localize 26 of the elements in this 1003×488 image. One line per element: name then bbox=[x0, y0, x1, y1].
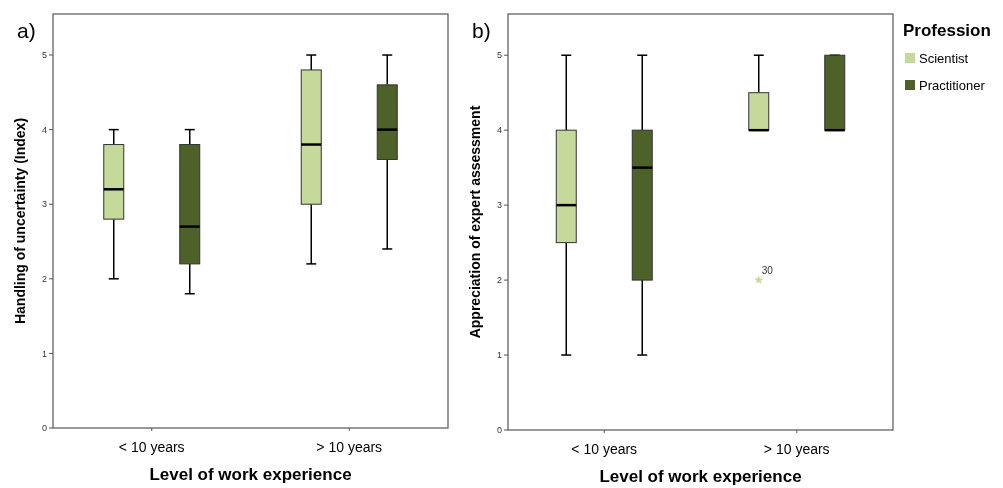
y-tick-label: 0 bbox=[41, 423, 47, 434]
y-axis-title: Handling of uncertainty (Index) bbox=[12, 117, 28, 325]
y-tick-label: 1 bbox=[41, 348, 47, 359]
legend-title: Profession bbox=[903, 21, 991, 40]
y-tick-label: 4 bbox=[496, 125, 502, 136]
y-tick-label: 4 bbox=[41, 124, 47, 135]
x-axis-title: Level of work experience bbox=[599, 467, 802, 486]
x-tick-label: > 10 years bbox=[763, 441, 830, 457]
y-tick-label: 2 bbox=[41, 273, 47, 284]
x-axis-title: Level of work experience bbox=[149, 465, 352, 484]
legend-label: Practitioner bbox=[919, 77, 986, 93]
x-tick-label: < 10 years bbox=[571, 441, 638, 457]
y-tick-label: 5 bbox=[41, 50, 47, 61]
y-tick-label: 5 bbox=[496, 50, 502, 61]
y-tick-label: 1 bbox=[496, 350, 502, 361]
x-tick-label: < 10 years bbox=[118, 439, 185, 455]
annotation: 30 bbox=[761, 265, 774, 277]
y-tick-label: 0 bbox=[496, 425, 502, 436]
legend-label: Scientist bbox=[919, 50, 969, 66]
y-tick-label: 2 bbox=[496, 275, 502, 286]
chart-title: a) bbox=[17, 19, 36, 42]
y-tick-label: 3 bbox=[41, 199, 47, 210]
y-tick-label: 3 bbox=[496, 200, 502, 211]
chart-title: b) bbox=[472, 19, 491, 42]
x-tick-label: > 10 years bbox=[316, 439, 383, 455]
y-axis-title: Appreciation of expert assessment bbox=[467, 105, 483, 339]
